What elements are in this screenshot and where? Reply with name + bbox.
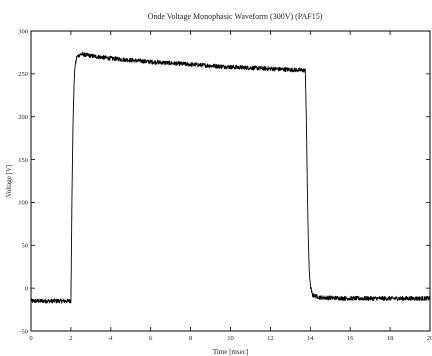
y-tick-label: 150 [18, 157, 28, 164]
x-tick-label: 4 [109, 335, 113, 342]
y-tick-label: 50 [22, 243, 29, 250]
y-tick-label: 100 [18, 200, 28, 207]
y-tick-label: -50 [19, 328, 28, 335]
x-axis: 0 2 4 6 8 10 12 14 16 18 20 [29, 31, 432, 342]
plot-area [30, 30, 431, 332]
x-tick-label: 18 [387, 335, 394, 342]
y-tick-label: 300 [18, 28, 28, 35]
y-axis-label: Voltage [V] [5, 165, 13, 198]
x-tick-label: 6 [149, 335, 153, 342]
x-tick-label: 10 [227, 335, 234, 342]
x-tick-label: 8 [189, 335, 192, 342]
x-tick-label: 0 [29, 335, 32, 342]
y-tick-label: 200 [18, 114, 28, 121]
x-tick-label: 20 [427, 335, 432, 342]
x-axis-label: Time [msec] [213, 348, 248, 356]
x-tick-label: 2 [69, 335, 72, 342]
x-tick-label: 16 [347, 335, 354, 342]
series-layer [30, 52, 431, 304]
y-tick-label: 0 [25, 285, 28, 292]
y-axis: -50 0 50 100 150 200 250 300 [18, 28, 430, 335]
y-tick-label: 250 [18, 71, 28, 78]
voltage-series-line [30, 52, 431, 304]
x-tick-label: 12 [267, 335, 274, 342]
chart-title: Onde Voltage Monophasic Waveform (300V) … [148, 12, 323, 21]
x-tick-label: 14 [307, 335, 314, 342]
